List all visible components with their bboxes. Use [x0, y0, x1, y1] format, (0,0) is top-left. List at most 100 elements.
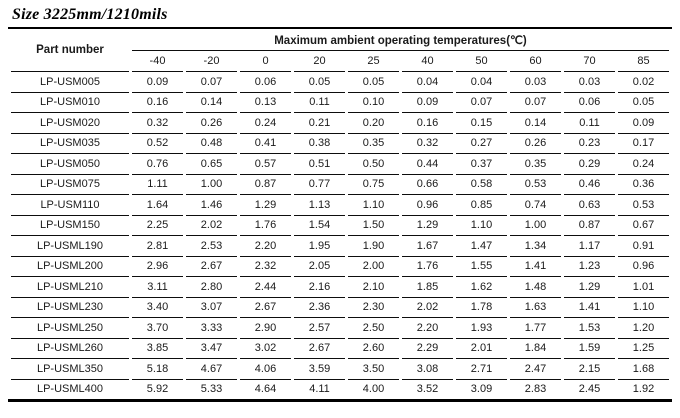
value-cell: 0.06 — [240, 72, 291, 93]
value-cell: 0.96 — [402, 195, 453, 216]
value-cell: 3.52 — [416, 383, 439, 396]
value-cell: 0.13 — [240, 93, 291, 113]
part-number-cell: LP-USML210 — [11, 277, 129, 298]
part-number-cell: LP-USML230 — [11, 298, 129, 318]
table-row: LP-USML250 3.70 3.33 2.90 2.57 2.50 2.20 1.93 1.… — [11, 318, 669, 339]
value-cell: 0.53 — [510, 175, 561, 195]
value-cell: 0.20 — [348, 113, 399, 134]
value-cell: 0.57 — [240, 154, 291, 175]
group-header: Maximum ambient operating temperatures(℃… — [132, 29, 669, 51]
value-cell: 4.11 — [309, 383, 330, 396]
value-cell: 0.24 — [240, 113, 291, 134]
table-row: LP-USML230 3.40 3.07 2.67 2.36 2.30 2.02 1.78 1.… — [11, 298, 669, 318]
part-number-cell: LP-USM075 — [11, 175, 129, 195]
value-cell: 1.00 — [510, 216, 561, 236]
value-cell: 3.50 — [348, 359, 399, 380]
value-cell: 0.32 — [402, 134, 453, 154]
value-cell: 2.45 — [578, 383, 601, 396]
value-cell: 0.07 — [456, 93, 507, 113]
part-number-cell: LP-USM010 — [11, 93, 129, 113]
value-cell: 0.48 — [186, 134, 237, 154]
table-row: LP-USML200 2.96 2.67 2.32 2.05 2.00 1.76 1.55 1.… — [11, 257, 669, 277]
value-cell: 0.87 — [240, 175, 291, 195]
value-cell: 2.32 — [240, 257, 291, 277]
part-number-cell: LP-USML190 — [11, 236, 129, 257]
value-cell: 2.80 — [186, 277, 237, 298]
value-cell: 1.11 — [132, 175, 183, 195]
temp-column-header: 0 — [240, 51, 291, 72]
value-cell: 2.71 — [456, 359, 507, 380]
table-row: LP-USM035 0.52 0.48 0.41 0.38 0.35 0.32 0.27 0.2… — [11, 134, 669, 154]
value-cell: 0.09 — [618, 113, 669, 134]
table-row: LP-USML260 3.85 3.47 3.02 2.67 2.60 2.29 2.01 1.… — [11, 339, 669, 359]
value-cell: 1.76 — [240, 216, 291, 236]
value-cell: 3.02 — [240, 339, 291, 359]
table-row: LP-USM150 2.25 2.02 1.76 1.54 1.50 1.29 1.10 1.0… — [11, 216, 669, 236]
value-cell: 0.03 — [564, 72, 615, 93]
value-cell: 1.13 — [294, 195, 345, 216]
value-cell: 1.76 — [402, 257, 453, 277]
value-cell: 1.10 — [618, 298, 669, 318]
part-number-header: Part number — [11, 29, 129, 72]
value-cell: 3.47 — [186, 339, 237, 359]
value-cell: 2.67 — [186, 257, 237, 277]
value-cell: 0.09 — [402, 93, 453, 113]
value-cell: 2.30 — [348, 298, 399, 318]
value-cell: 0.07 — [510, 93, 561, 113]
value-cell: 2.60 — [348, 339, 399, 359]
value-cell: 1.92 — [632, 383, 655, 396]
value-cell: 2.02 — [186, 216, 237, 236]
value-cell: 3.59 — [294, 359, 345, 380]
part-number-cell: LP-USML400 — [36, 383, 104, 396]
value-cell: 0.29 — [564, 154, 615, 175]
temperature-derating-table: Part number Maximum ambient operating te… — [8, 27, 672, 402]
value-cell: 0.58 — [456, 175, 507, 195]
value-cell: 3.85 — [132, 339, 183, 359]
value-cell: 0.05 — [618, 93, 669, 113]
value-cell: 1.41 — [510, 257, 561, 277]
value-cell: 3.11 — [132, 277, 183, 298]
value-cell: 0.53 — [618, 195, 669, 216]
value-cell: 0.26 — [510, 134, 561, 154]
value-cell: 2.15 — [564, 359, 615, 380]
part-number-cell: LP-USM020 — [11, 113, 129, 134]
value-cell: 1.95 — [294, 236, 345, 257]
value-cell: 0.35 — [510, 154, 561, 175]
value-cell: 0.09 — [132, 72, 183, 93]
value-cell: 2.20 — [240, 236, 291, 257]
value-cell: 3.09 — [470, 383, 493, 396]
value-cell: 1.90 — [348, 236, 399, 257]
value-cell: 0.16 — [402, 113, 453, 134]
value-cell: 1.01 — [618, 277, 669, 298]
value-cell: 1.23 — [564, 257, 615, 277]
value-cell: 0.75 — [348, 175, 399, 195]
table-row: LP-USM075 1.11 1.00 0.87 0.77 0.75 0.66 0.58 0.5… — [11, 175, 669, 195]
value-cell: 2.50 — [348, 318, 399, 339]
value-cell: 0.10 — [348, 93, 399, 113]
value-cell: 1.47 — [456, 236, 507, 257]
value-cell: 0.32 — [132, 113, 183, 134]
value-cell: 0.51 — [294, 154, 345, 175]
value-cell: 2.29 — [402, 339, 453, 359]
table-row: LP-USML400 5.92 5.33 4.64 4.11 4.00 3.52 3.09 2.… — [11, 380, 669, 400]
value-cell: 1.84 — [510, 339, 561, 359]
value-cell: 1.68 — [618, 359, 669, 380]
temp-column-header: 70 — [564, 51, 615, 72]
part-number-cell: LP-USM005 — [11, 72, 129, 93]
value-cell: 0.52 — [132, 134, 183, 154]
value-cell: 5.18 — [132, 359, 183, 380]
temp-column-header: 50 — [456, 51, 507, 72]
table-row: LP-USM005 0.09 0.07 0.06 0.05 0.05 0.04 0.04 0.0… — [11, 72, 669, 93]
value-cell: 0.23 — [564, 134, 615, 154]
value-cell: 0.04 — [456, 72, 507, 93]
value-cell: 1.54 — [294, 216, 345, 236]
value-cell: 3.70 — [132, 318, 183, 339]
table-row: LP-USM110 1.64 1.46 1.29 1.13 1.10 0.96 0.85 0.7… — [11, 195, 669, 216]
table-row: LP-USM050 0.76 0.65 0.57 0.51 0.50 0.44 0.37 0.3… — [11, 154, 669, 175]
value-cell: 1.20 — [618, 318, 669, 339]
value-cell: 0.37 — [456, 154, 507, 175]
value-cell: 1.00 — [186, 175, 237, 195]
table-row: LP-USM010 0.16 0.14 0.13 0.11 0.10 0.09 0.07 0.0… — [11, 93, 669, 113]
value-cell: 2.67 — [240, 298, 291, 318]
